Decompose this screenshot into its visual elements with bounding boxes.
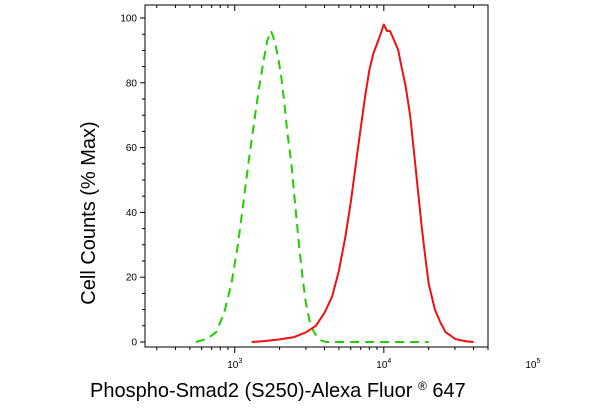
- x-tick-label: 105: [525, 358, 540, 371]
- plot-border: [144, 4, 489, 348]
- y-tick-label: 100: [120, 14, 137, 25]
- y-tick-label: 40: [126, 208, 138, 219]
- y-axis-title: Cell Counts (% Max): [78, 121, 100, 304]
- series-1-curve: [195, 30, 429, 343]
- y-axis: 0 20 40 60 80 100: [120, 14, 145, 349]
- series-2-curve: [251, 23, 474, 343]
- y-tick-label: 80: [126, 78, 138, 89]
- x-axis-title: Phospho-Smad2 (S250)-Alexa Fluor ® 647: [90, 379, 466, 402]
- x-tick-label-base: 10: [227, 360, 239, 371]
- x-axis-title-tail: 647: [432, 380, 465, 402]
- y-tick-label: 0: [131, 338, 137, 349]
- x-tick-label-exponent: 3: [238, 358, 242, 365]
- y-tick-label: 20: [126, 273, 138, 284]
- x-tick-label-exponent: 5: [536, 358, 540, 365]
- x-axis-title-registered-mark: ®: [418, 379, 427, 393]
- x-axis-title-main: Phospho-Smad2 (S250)-Alexa Fluor: [90, 380, 413, 402]
- x-tick-label-exponent: 4: [387, 358, 391, 365]
- x-tick-label-base: 10: [525, 360, 537, 371]
- y-tick-label: 60: [126, 143, 138, 154]
- series-layer: [195, 23, 474, 343]
- x-tick-label-base: 10: [376, 360, 388, 371]
- x-axis: 103 104 105: [156, 5, 540, 371]
- x-tick-label: 104: [376, 358, 391, 371]
- plot-frame: [144, 4, 489, 348]
- x-tick-label: 103: [227, 358, 242, 371]
